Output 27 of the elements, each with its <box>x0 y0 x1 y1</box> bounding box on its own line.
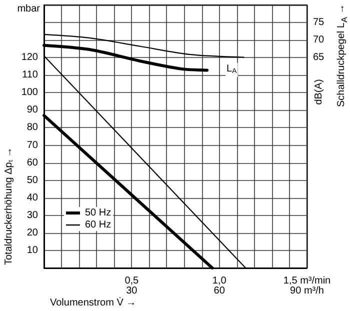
y-tick-label: 120 <box>21 52 38 64</box>
y2-tick-label: 75 <box>313 17 325 28</box>
y2-tick-label: 65 <box>313 52 325 64</box>
x2-tick-label: 90 m³/h <box>290 286 324 296</box>
y-tick-label: 40 <box>26 192 38 204</box>
y-tick-label: 20 <box>26 227 38 238</box>
legend-label: 50 Hz <box>85 208 112 218</box>
y-axis-title: Totaldruckerhöhung Δpₜ → <box>4 147 14 265</box>
x2-tick-label: 60 <box>214 286 226 296</box>
y-tick-label: 60 <box>26 157 38 168</box>
y-tick-label: 110 <box>22 70 38 81</box>
y2-tick-label: 70 <box>313 34 325 46</box>
y-tick-label: 80 <box>26 122 38 134</box>
y-tick-label: 70 <box>26 140 38 151</box>
x-tick-label: 0,5 <box>124 276 140 286</box>
y-tick-label: 90 <box>26 104 38 116</box>
x-tick-label: 1,5 m³/min <box>283 276 331 286</box>
x2-tick-label: 30 <box>126 286 138 296</box>
legend-label: 60 Hz <box>85 220 112 230</box>
x-tick-label: 1,0 <box>212 276 227 286</box>
y-tick-label: 50 <box>26 174 38 186</box>
text: dB(A) <box>314 79 324 105</box>
y-tick-label: 30 <box>26 210 38 221</box>
text: mbar <box>17 4 41 14</box>
x-axis-title: Volumenstrom V̇ → <box>50 296 136 308</box>
y-tick-label: 10 <box>26 244 38 256</box>
y-tick-label: 100 <box>21 87 38 98</box>
